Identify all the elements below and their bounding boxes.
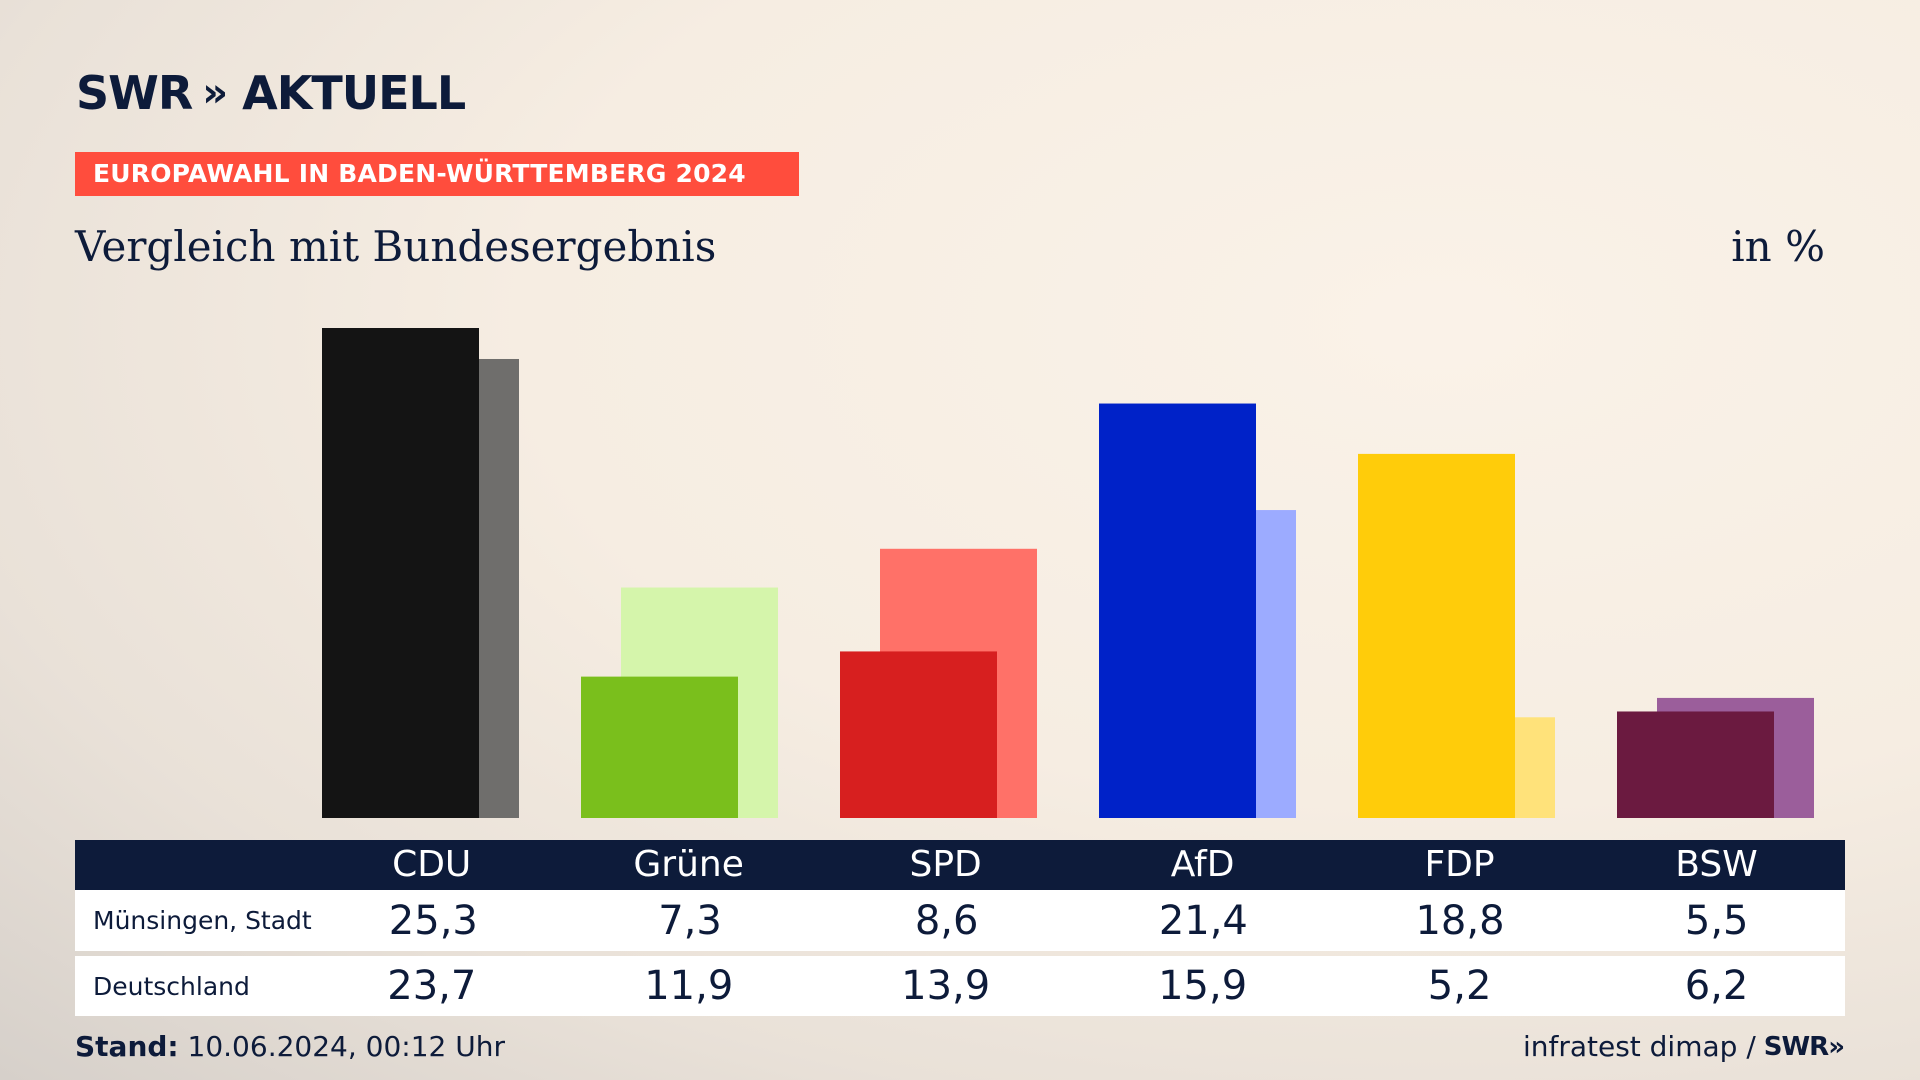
- logo-section: AKTUELL: [242, 66, 466, 120]
- timestamp: Stand: 10.06.2024, 00:12 Uhr: [75, 1030, 505, 1063]
- chart-subtitle: Vergleich mit Bundesergebnis: [75, 222, 717, 271]
- swr-mini-logo: SWR»: [1763, 1031, 1845, 1062]
- data-label: 21,4: [1158, 897, 1248, 944]
- data-label: 15,9: [1158, 963, 1248, 1009]
- stand-label: Stand:: [75, 1030, 179, 1063]
- data-label: 5,5: [1684, 897, 1749, 944]
- data-label: 11,9: [644, 963, 734, 1009]
- data-label: 25,3: [388, 897, 478, 944]
- bar-chart: [322, 328, 1814, 818]
- data-label: 18,8: [1415, 897, 1505, 944]
- data-label: 5,2: [1427, 963, 1492, 1009]
- category-label-afd: AfD: [1170, 844, 1235, 885]
- swr-aktuell-logo: SWR» AKTUELL: [76, 66, 466, 120]
- source-text: infratest dimap /: [1522, 1030, 1756, 1063]
- stand-value: 10.06.2024, 00:12 Uhr: [187, 1030, 505, 1063]
- table-header-lead: [75, 840, 303, 890]
- category-label-fdp: FDP: [1424, 844, 1495, 885]
- table-row: Deutschland 23,7 11,9 13,9 15,9 5,2 6,2: [75, 956, 1845, 1016]
- category-label-bsw: BSW: [1675, 844, 1758, 885]
- table-header: CDU Grüne SPD AfD FDP BSW: [75, 840, 1845, 890]
- bar-muensingen-afd: [1099, 403, 1256, 818]
- bar-muensingen-bsw: [1617, 711, 1774, 818]
- unit-label: in %: [1731, 222, 1825, 271]
- row-label: Münsingen, Stadt: [93, 906, 312, 935]
- category-label-cdu: CDU: [392, 844, 472, 885]
- election-banner: EUROPAWAHL IN BADEN-WÜRTTEMBERG 2024: [75, 152, 799, 196]
- source-credit: infratest dimap / SWR»: [1522, 1030, 1845, 1063]
- category-label-spd: SPD: [909, 844, 982, 885]
- bar-muensingen-cdu: [322, 328, 479, 818]
- data-label: 7,3: [658, 897, 722, 944]
- logo-brand: SWR: [76, 66, 193, 120]
- data-label: 6,2: [1684, 963, 1749, 1009]
- data-label: 8,6: [914, 897, 979, 944]
- bar-muensingen-fdp: [1358, 453, 1515, 818]
- category-label-gruene: Grüne: [633, 844, 744, 885]
- data-label: 23,7: [387, 963, 477, 1009]
- data-label: 13,9: [901, 963, 991, 1009]
- bar-muensingen-spd: [840, 651, 997, 818]
- bar-muensingen-gruene: [581, 676, 738, 818]
- results-table: CDU Grüne SPD AfD FDP BSW Münsingen, Sta…: [75, 840, 1845, 1016]
- table-row: Münsingen, Stadt 25,3 7,3 8,6 21,4 18,8 …: [75, 890, 1845, 951]
- row-label: Deutschland: [93, 971, 250, 1001]
